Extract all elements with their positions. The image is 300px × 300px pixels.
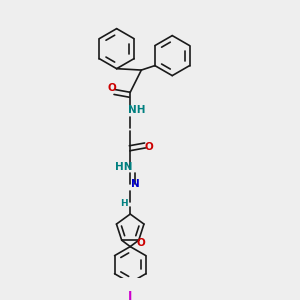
Text: I: I (128, 290, 132, 300)
Text: NH: NH (128, 105, 146, 116)
Text: HN: HN (115, 162, 132, 172)
Text: O: O (145, 142, 153, 152)
Text: O: O (107, 83, 116, 93)
Text: N: N (131, 179, 140, 189)
Text: O: O (136, 238, 145, 248)
Text: H: H (120, 199, 128, 208)
